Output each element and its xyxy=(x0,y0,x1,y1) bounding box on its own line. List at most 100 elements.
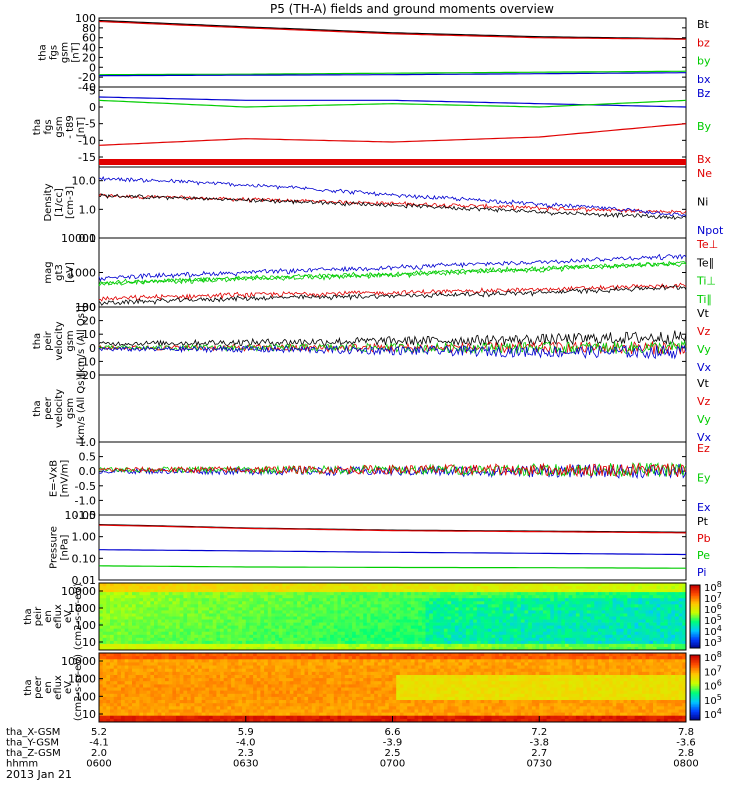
heatmap-cell xyxy=(598,640,603,645)
heatmap-cell xyxy=(363,628,368,633)
heatmap-cell xyxy=(363,631,368,636)
heatmap-cell xyxy=(377,592,382,596)
heatmap-cell xyxy=(102,693,107,698)
heatmap-cell xyxy=(418,586,423,590)
heatmap-cell xyxy=(601,595,606,599)
heatmap-cell xyxy=(110,681,115,685)
heatmap-cell xyxy=(586,647,591,651)
heatmap-cell xyxy=(190,700,195,704)
heatmap-cell xyxy=(388,598,393,602)
heatmap-cell xyxy=(564,640,569,645)
y-label-line: - t89 xyxy=(65,115,76,138)
heatmap-cell xyxy=(642,643,647,648)
heatmap-cell xyxy=(168,662,173,666)
heatmap-cell xyxy=(678,586,683,590)
heatmap-cell xyxy=(187,647,192,651)
heatmap-cell xyxy=(392,607,397,611)
heatmap-cell xyxy=(286,665,291,669)
heatmap-cell xyxy=(201,675,206,679)
heatmap-cell xyxy=(300,589,305,593)
heatmap-cell xyxy=(664,631,669,636)
heatmap-cell xyxy=(183,678,188,682)
heatmap-cell xyxy=(531,610,536,614)
heatmap-cell xyxy=(231,675,236,679)
heatmap-cell xyxy=(157,622,162,626)
heatmap-cell xyxy=(209,634,214,639)
heatmap-cell xyxy=(392,634,397,639)
heatmap-cell xyxy=(234,610,239,614)
heatmap-cell xyxy=(557,598,562,602)
heatmap-cell xyxy=(117,659,122,663)
heatmap-cell xyxy=(520,613,525,617)
heatmap-cell xyxy=(165,613,170,617)
heatmap-cell xyxy=(190,671,195,676)
heatmap-cell xyxy=(491,640,496,645)
heatmap-cell xyxy=(682,619,687,623)
heatmap-cell xyxy=(465,631,470,636)
heatmap-cell xyxy=(546,631,551,636)
heatmap-cell xyxy=(220,690,225,695)
heatmap-cell xyxy=(546,583,551,587)
heatmap-cell xyxy=(212,625,217,629)
heatmap-cell xyxy=(282,693,287,698)
heatmap-cell xyxy=(117,598,122,602)
heatmap-cell xyxy=(113,668,118,673)
heatmap-cell xyxy=(143,622,148,626)
heatmap-cell xyxy=(223,681,228,685)
heatmap-cell xyxy=(315,601,320,605)
heatmap-cell xyxy=(539,634,544,639)
y-tick-label: 10000 xyxy=(61,232,96,245)
heatmap-cell xyxy=(344,619,349,623)
heatmap-cell xyxy=(550,598,555,602)
heatmap-cell xyxy=(678,592,683,596)
heatmap-cell xyxy=(165,684,170,688)
heatmap-cell xyxy=(245,622,250,626)
heatmap-cell xyxy=(451,619,456,623)
heatmap-cell xyxy=(220,671,225,676)
heatmap-cell xyxy=(157,601,162,605)
heatmap-cell xyxy=(495,622,500,626)
heatmap-cell xyxy=(245,583,250,587)
heatmap-cell xyxy=(187,607,192,611)
heatmap-cell xyxy=(388,625,393,629)
heatmap-cell xyxy=(249,604,254,608)
heatmap-cell xyxy=(231,607,236,611)
heatmap-cell xyxy=(286,625,291,629)
heatmap-cell xyxy=(546,647,551,651)
heatmap-cell xyxy=(590,625,595,629)
heatmap-cell xyxy=(300,643,305,648)
heatmap-cell xyxy=(154,690,159,695)
heatmap-cell xyxy=(179,665,184,669)
heatmap-cell xyxy=(429,607,434,611)
heatmap-cell xyxy=(542,647,547,651)
heatmap-cell xyxy=(601,604,606,608)
heatmap-cell xyxy=(282,687,287,691)
heatmap-cell xyxy=(315,607,320,611)
legend-vz: Vz xyxy=(697,325,711,338)
chart-title: P5 (TH-A) fields and ground moments over… xyxy=(270,2,554,16)
heatmap-cell xyxy=(498,619,503,623)
heatmap-cell xyxy=(110,662,115,666)
heatmap-cell xyxy=(135,607,140,611)
heatmap-cell xyxy=(322,640,327,645)
heatmap-cell xyxy=(121,601,126,605)
y-tick-label: 40 xyxy=(82,42,96,55)
heatmap-cell xyxy=(572,607,577,611)
heatmap-cell xyxy=(271,631,276,636)
heatmap-cell xyxy=(506,586,511,590)
series-vz xyxy=(98,340,687,355)
heatmap-cell xyxy=(172,616,177,620)
heatmap-cell xyxy=(286,693,291,698)
heatmap-cell xyxy=(403,628,408,633)
heatmap-cell xyxy=(168,622,173,626)
y-tick-label: 0.1 xyxy=(79,232,97,245)
heatmap-cell xyxy=(121,709,126,713)
heatmap-cell xyxy=(124,681,129,685)
heatmap-cell xyxy=(498,637,503,642)
heatmap-cell xyxy=(260,607,265,611)
heatmap-cell xyxy=(311,619,316,623)
heatmap-cell xyxy=(476,628,481,633)
heatmap-cell xyxy=(388,631,393,636)
heatmap-cell xyxy=(106,634,111,639)
heatmap-cell xyxy=(209,607,214,611)
